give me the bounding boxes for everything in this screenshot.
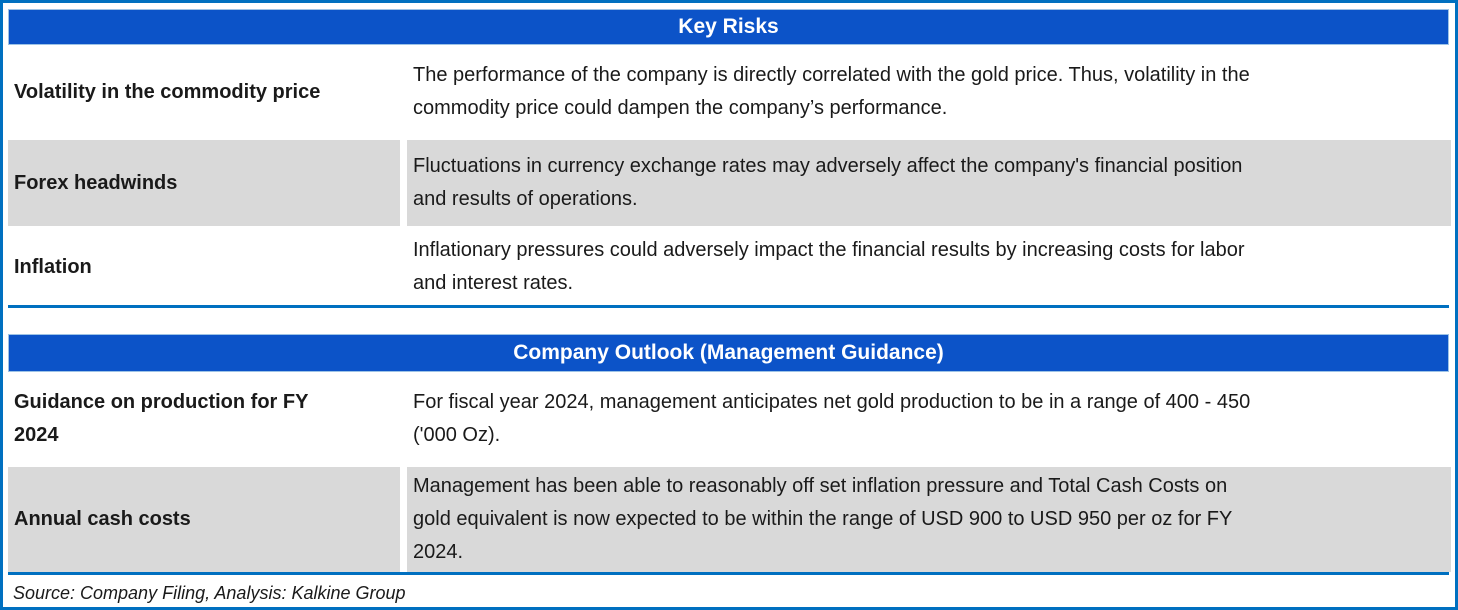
- company-outlook-header: Company Outlook (Management Guidance): [8, 334, 1449, 372]
- table-row: Annual cash costs Management has been ab…: [8, 467, 1451, 572]
- outlook-label-production-guidance: Guidance on production for FY 2024: [14, 391, 309, 446]
- risk-label-inflation: Inflation: [14, 255, 92, 278]
- key-risks-table: Key Risks Volatility in the commodity pr…: [8, 9, 1451, 308]
- key-risks-header: Key Risks: [8, 9, 1449, 45]
- outlook-description-production-guidance: For fiscal year 2024, management anticip…: [413, 391, 1251, 446]
- risk-description-forex: Fluctuations in currency exchange rates …: [407, 140, 1451, 226]
- source-note: Source: Company Filing, Analysis: Kalkin…: [13, 583, 406, 603]
- risk-label-volatility: Volatility in the commodity price: [14, 80, 321, 103]
- outlook-label-annual-cash-costs: Annual cash costs: [8, 467, 400, 572]
- table-row: Guidance on production for FY 2024 For f…: [8, 374, 1449, 464]
- risk-description-inflation: Inflationary pressures could adversely i…: [413, 239, 1245, 294]
- table-row: Volatility in the commodity price The pe…: [8, 47, 1449, 137]
- risk-description-volatility: The performance of the company is direct…: [413, 64, 1250, 119]
- table-row: Inflation Inflationary pressures could a…: [8, 229, 1449, 305]
- risk-label-forex: Forex headwinds: [8, 140, 400, 226]
- outlook-description-annual-cash-costs: Management has been able to reasonably o…: [407, 467, 1451, 572]
- company-outlook-table: Company Outlook (Management Guidance) Gu…: [8, 334, 1451, 575]
- table-row: Forex headwinds Fluctuations in currency…: [8, 140, 1451, 226]
